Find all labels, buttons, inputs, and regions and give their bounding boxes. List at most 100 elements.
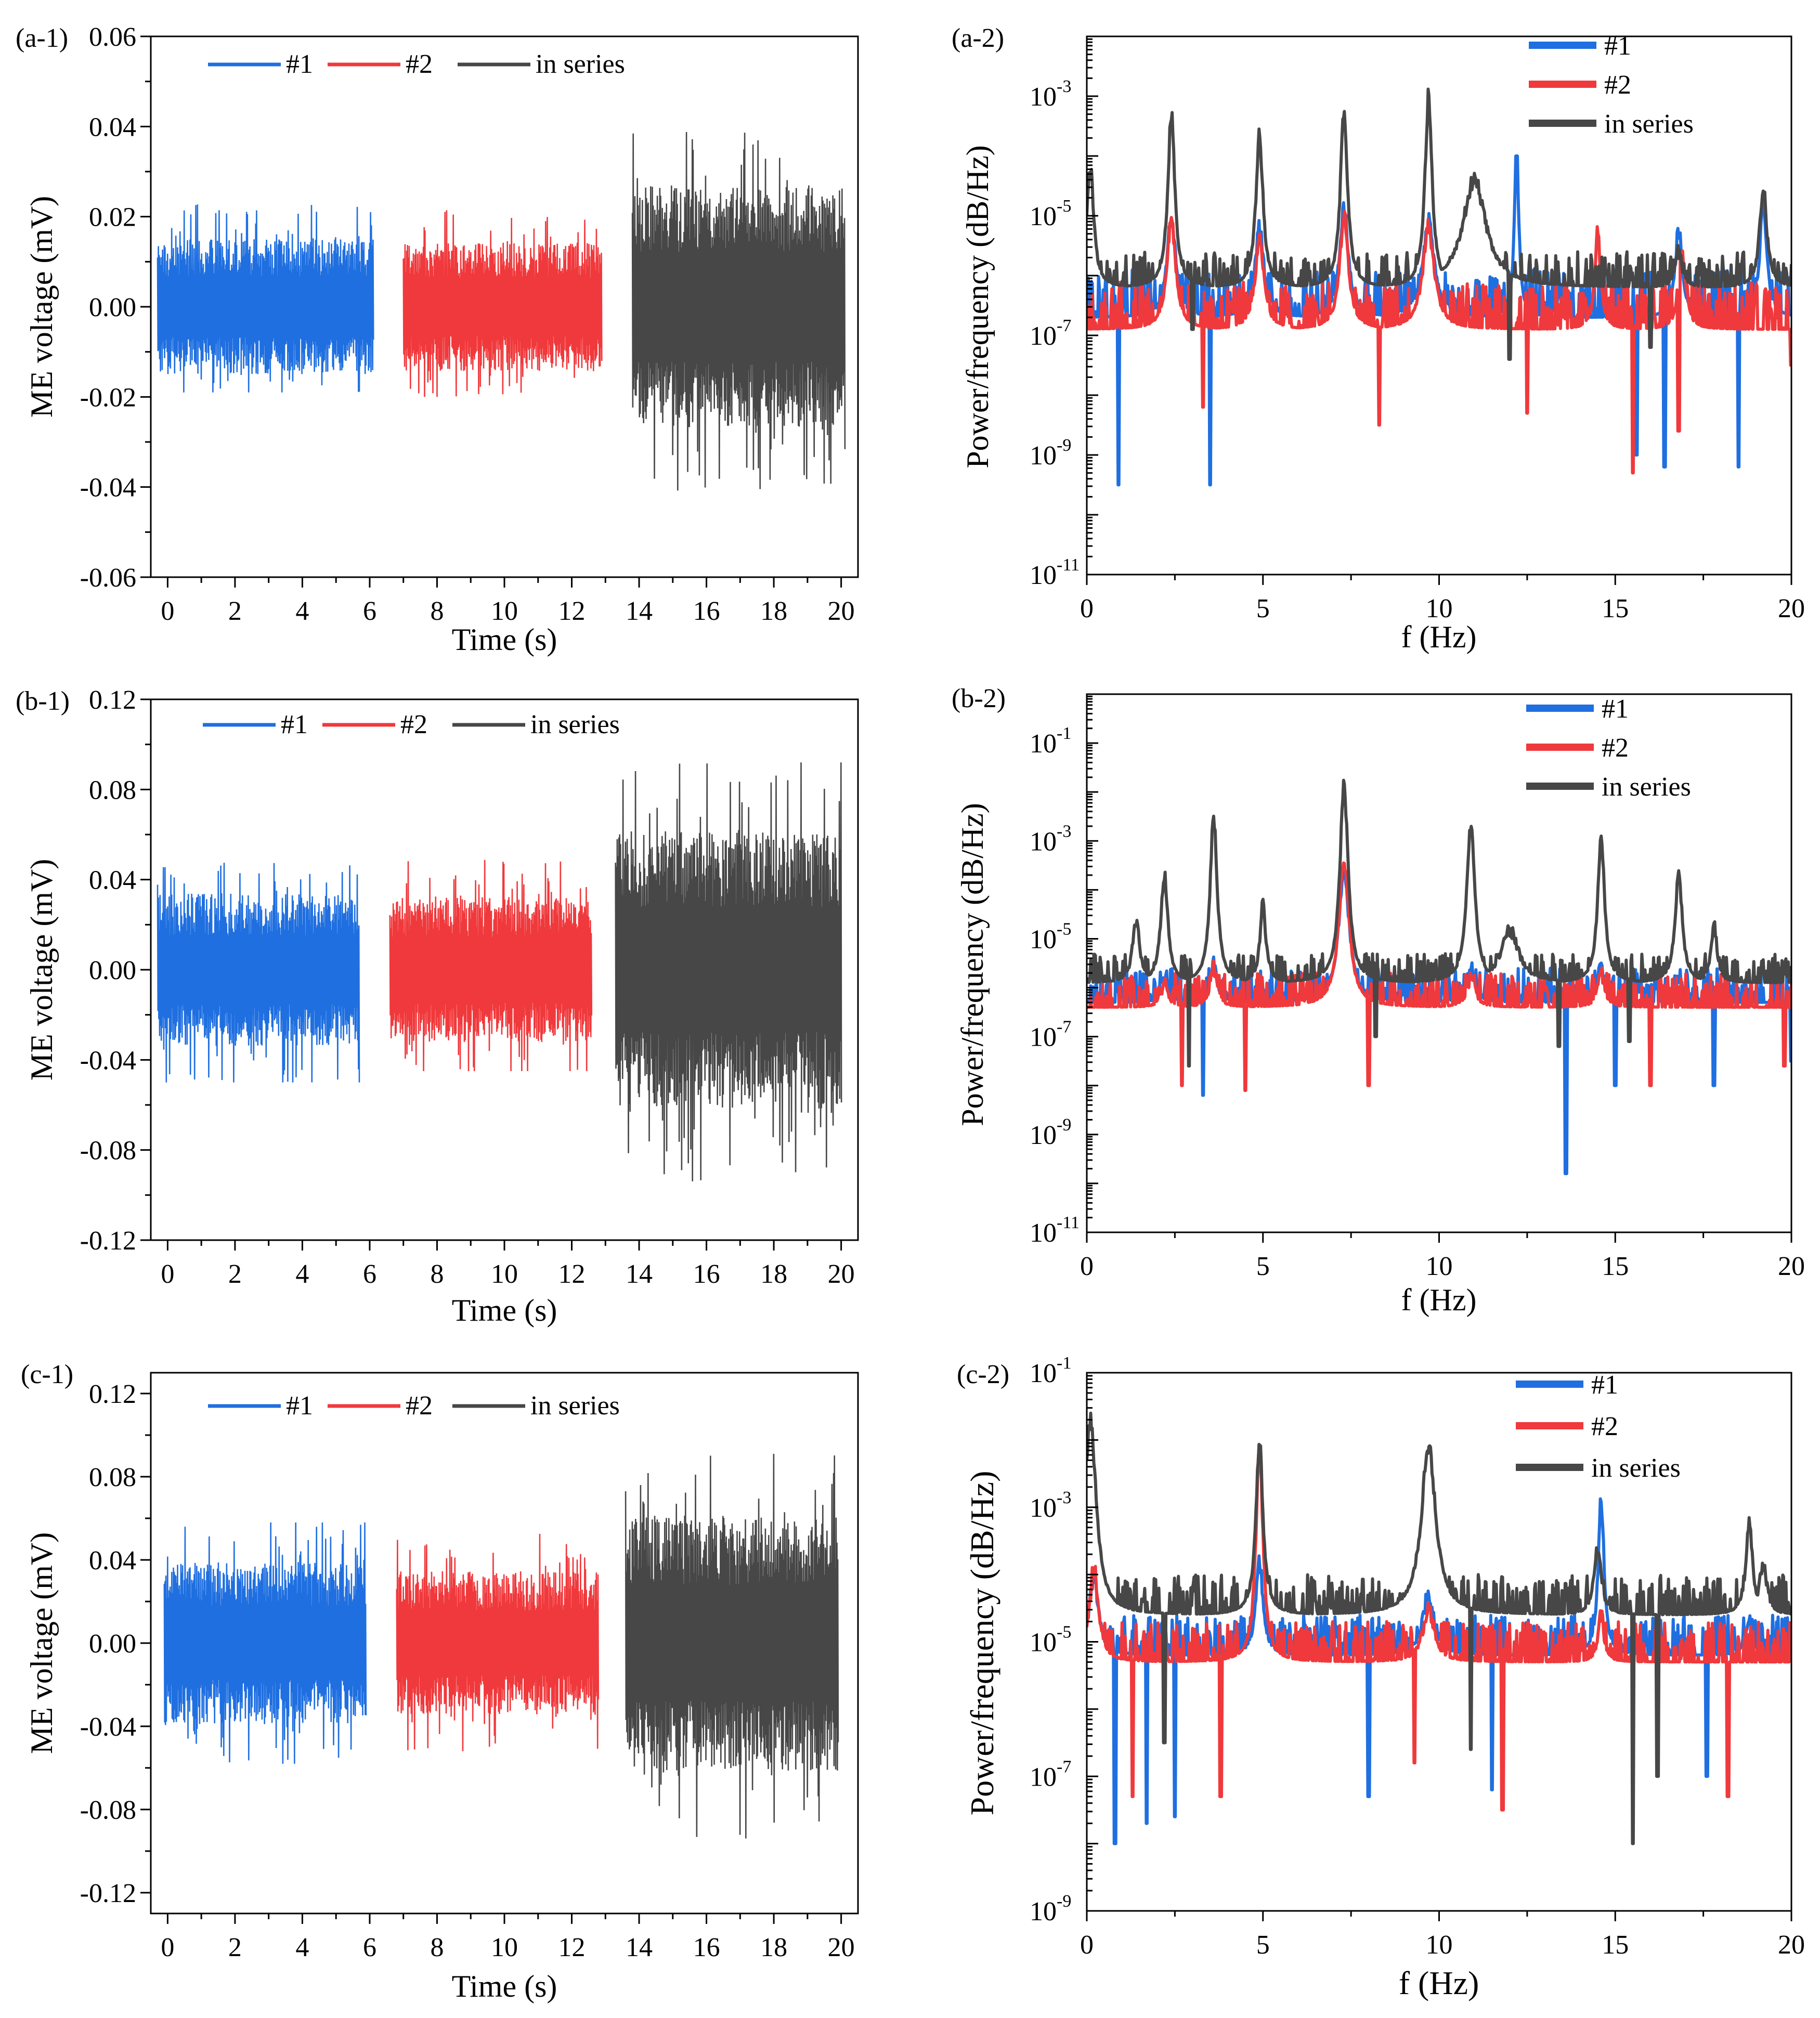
plot-area-c2 xyxy=(1087,1411,1791,1845)
panel-label-c2: (c-2) xyxy=(957,1360,1009,1389)
xlabel-b1: Time (s) xyxy=(452,1293,557,1327)
xtick-label-a1-7: 14 xyxy=(626,596,653,626)
ytick-exp-b2-3: -5 xyxy=(1057,919,1071,939)
xtick-label-b2-1: 5 xyxy=(1256,1252,1270,1281)
ytick-label-a2-3: 10-5 xyxy=(1030,197,1071,231)
ytick-label-a2-0: 10-11 xyxy=(1030,555,1080,590)
legend-a1: #1 #2 in series xyxy=(208,49,625,79)
trace-a2-2 xyxy=(1087,87,1791,361)
ytick-label-a1-2: -0.02 xyxy=(80,383,136,412)
trace-a1-1 xyxy=(402,210,603,397)
xtick-label-c1-1: 2 xyxy=(228,1933,242,1962)
legend-c1: #1 #2 in series xyxy=(208,1391,620,1421)
xtick-label-c1-10: 20 xyxy=(828,1933,855,1962)
ytick-exp-b2-2: -7 xyxy=(1057,1018,1071,1037)
legend-label-b2-2: in series xyxy=(1602,772,1691,802)
legend-c2: #1 #2 in series xyxy=(1516,1370,1681,1483)
ylabel-a1: ME voltage (mV) xyxy=(24,196,59,418)
ytick-label-b2-3: 10-5 xyxy=(1030,919,1071,954)
ytick-label-a1-1: -0.04 xyxy=(80,473,136,503)
xtick-label-c1-8: 16 xyxy=(693,1933,720,1962)
ytick-label-c2-3: 10-3 xyxy=(1030,1488,1071,1523)
ytick-exp-c2-2: -5 xyxy=(1057,1623,1071,1642)
legend-label-a1-0: #1 xyxy=(286,49,313,79)
ylabel-c1: ME voltage (mV) xyxy=(24,1532,59,1754)
ytick-label-a1-4: 0.02 xyxy=(89,203,136,232)
trace-a1-2 xyxy=(631,132,846,491)
trace-b2-0 xyxy=(1087,868,1791,1176)
ylabel-b2: Power/frequency (dB/Hz) xyxy=(955,803,990,1126)
legend-label-b2-1: #2 xyxy=(1602,733,1629,763)
plot-area-b2 xyxy=(1087,778,1791,1176)
xtick-label-b1-9: 18 xyxy=(760,1259,787,1289)
legend-label-b2-0: #1 xyxy=(1602,694,1629,724)
xtick-label-b1-10: 20 xyxy=(828,1259,855,1289)
legend-label-c2-2: in series xyxy=(1591,1453,1681,1483)
ticks-a2: 0 5 10 15 20 10-11 10-9 10-7 10-5 10-3 xyxy=(1030,35,1805,623)
ylabel-c2: Power/frequency (dB/Hz) xyxy=(964,1471,1000,1816)
panel-label-a1: (a-1) xyxy=(16,23,68,53)
xtick-label-a1-0: 0 xyxy=(161,596,174,626)
ytick-label-a2-1: 10-9 xyxy=(1030,436,1071,471)
ytick-label-c1-2: -0.04 xyxy=(80,1712,136,1742)
xlabel-a1: Time (s) xyxy=(452,622,557,657)
xtick-label-a2-0: 0 xyxy=(1080,594,1094,623)
xtick-label-b1-0: 0 xyxy=(161,1259,174,1289)
ytick-label-b2-2: 10-7 xyxy=(1030,1018,1071,1052)
xlabel-b2: f (Hz) xyxy=(1401,1283,1477,1317)
ytick-label-b2-1: 10-9 xyxy=(1030,1115,1071,1150)
ytick-label-c1-3: 0.00 xyxy=(89,1629,136,1659)
xtick-label-c1-9: 18 xyxy=(760,1933,787,1962)
legend-label-c2-1: #2 xyxy=(1591,1412,1618,1441)
xtick-label-b2-0: 0 xyxy=(1080,1252,1094,1281)
panel-label-c1: (c-1) xyxy=(21,1360,73,1389)
ytick-exp-c2-3: -3 xyxy=(1057,1488,1071,1507)
legend-label-b1-2: in series xyxy=(530,710,620,739)
xtick-label-b1-4: 8 xyxy=(430,1259,444,1289)
ytick-label-b1-4: 0.04 xyxy=(89,866,136,895)
xtick-label-a1-10: 20 xyxy=(828,596,855,626)
xtick-label-c2-3: 15 xyxy=(1602,1930,1629,1960)
panel-label-b2: (b-2) xyxy=(952,684,1006,713)
ytick-label-b1-3: 0.00 xyxy=(89,956,136,985)
ytick-label-a2-4: 10-3 xyxy=(1030,77,1071,112)
plot-area-a2 xyxy=(1087,87,1791,487)
legend-a2: #1 #2 in series xyxy=(1529,31,1694,139)
ytick-exp-a2-3: -5 xyxy=(1057,197,1071,216)
xtick-label-b1-7: 14 xyxy=(626,1259,653,1289)
ytick-label-b2-5: 10-1 xyxy=(1030,724,1071,759)
ticks-c1: 0 2 4 6 8 10 12 14 16 18 20 -0.12 -0.08 -0.04 0.00 0.04… xyxy=(80,1379,855,1962)
xtick-label-a2-1: 5 xyxy=(1256,594,1270,623)
panel-b1: (b-1) 0 2 4 6 8 10 12 14 16 18 20 -0.12 -0.08 -0.04 0.… xyxy=(16,685,859,1327)
xlabel-c1: Time (s) xyxy=(452,1969,557,2003)
legend-label-c1-2: in series xyxy=(530,1391,620,1421)
ytick-label-b1-1: -0.08 xyxy=(80,1136,136,1166)
ytick-label-b2-0: 10-11 xyxy=(1030,1213,1080,1248)
trace-b1-0 xyxy=(157,863,360,1083)
ytick-label-c2-1: 10-7 xyxy=(1030,1757,1071,1792)
xtick-label-a2-4: 20 xyxy=(1778,594,1805,623)
panel-a1: (a-1) 0 2 4 6 8 10 12 14 16 18 20 -0.06 -0.04 -0.02 0.… xyxy=(16,22,859,657)
xtick-label-a1-6: 12 xyxy=(558,596,586,626)
xlabel-c2: f (Hz) xyxy=(1399,1964,1479,2001)
ytick-label-a1-3: 0.00 xyxy=(89,293,136,322)
panel-b2: (b-2) 0 5 10 15 2010-1110-910-710-510-310-1 … xyxy=(952,684,1805,1317)
ytick-label-c2-2: 10-5 xyxy=(1030,1623,1071,1658)
xtick-label-a2-3: 15 xyxy=(1602,594,1629,623)
ytick-label-b1-0: -0.12 xyxy=(80,1226,136,1256)
ytick-label-c1-4: 0.04 xyxy=(89,1546,136,1576)
trace-b1-2 xyxy=(615,762,842,1181)
ytick-label-c1-0: -0.12 xyxy=(80,1879,136,1908)
xtick-label-c2-4: 20 xyxy=(1778,1930,1805,1960)
ytick-exp-b2-1: -9 xyxy=(1057,1115,1071,1135)
ytick-exp-a2-1: -9 xyxy=(1057,436,1071,455)
ytick-label-a2-2: 10-7 xyxy=(1030,316,1071,351)
legend-label-a1-2: in series xyxy=(536,49,625,79)
panel-label-a2: (a-2) xyxy=(952,23,1004,53)
ticks-b1: 0 2 4 6 8 10 12 14 16 18 20 -0.12 -0.08 -0.04 0.00 0.04… xyxy=(80,685,855,1289)
xtick-label-b1-3: 6 xyxy=(363,1259,376,1289)
ytick-exp-a2-2: -7 xyxy=(1057,316,1071,335)
ylabel-b1: ME voltage (mV) xyxy=(24,859,59,1081)
panel-a2: (a-2) 0 5 10 15 20 10-11 10-9 10-7 10-5 10-3 #1 #2… xyxy=(952,23,1805,654)
